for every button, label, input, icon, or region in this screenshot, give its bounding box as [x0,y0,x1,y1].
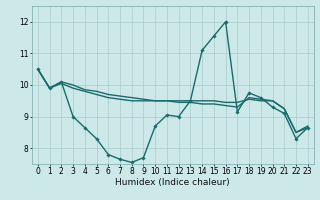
X-axis label: Humidex (Indice chaleur): Humidex (Indice chaleur) [116,178,230,187]
